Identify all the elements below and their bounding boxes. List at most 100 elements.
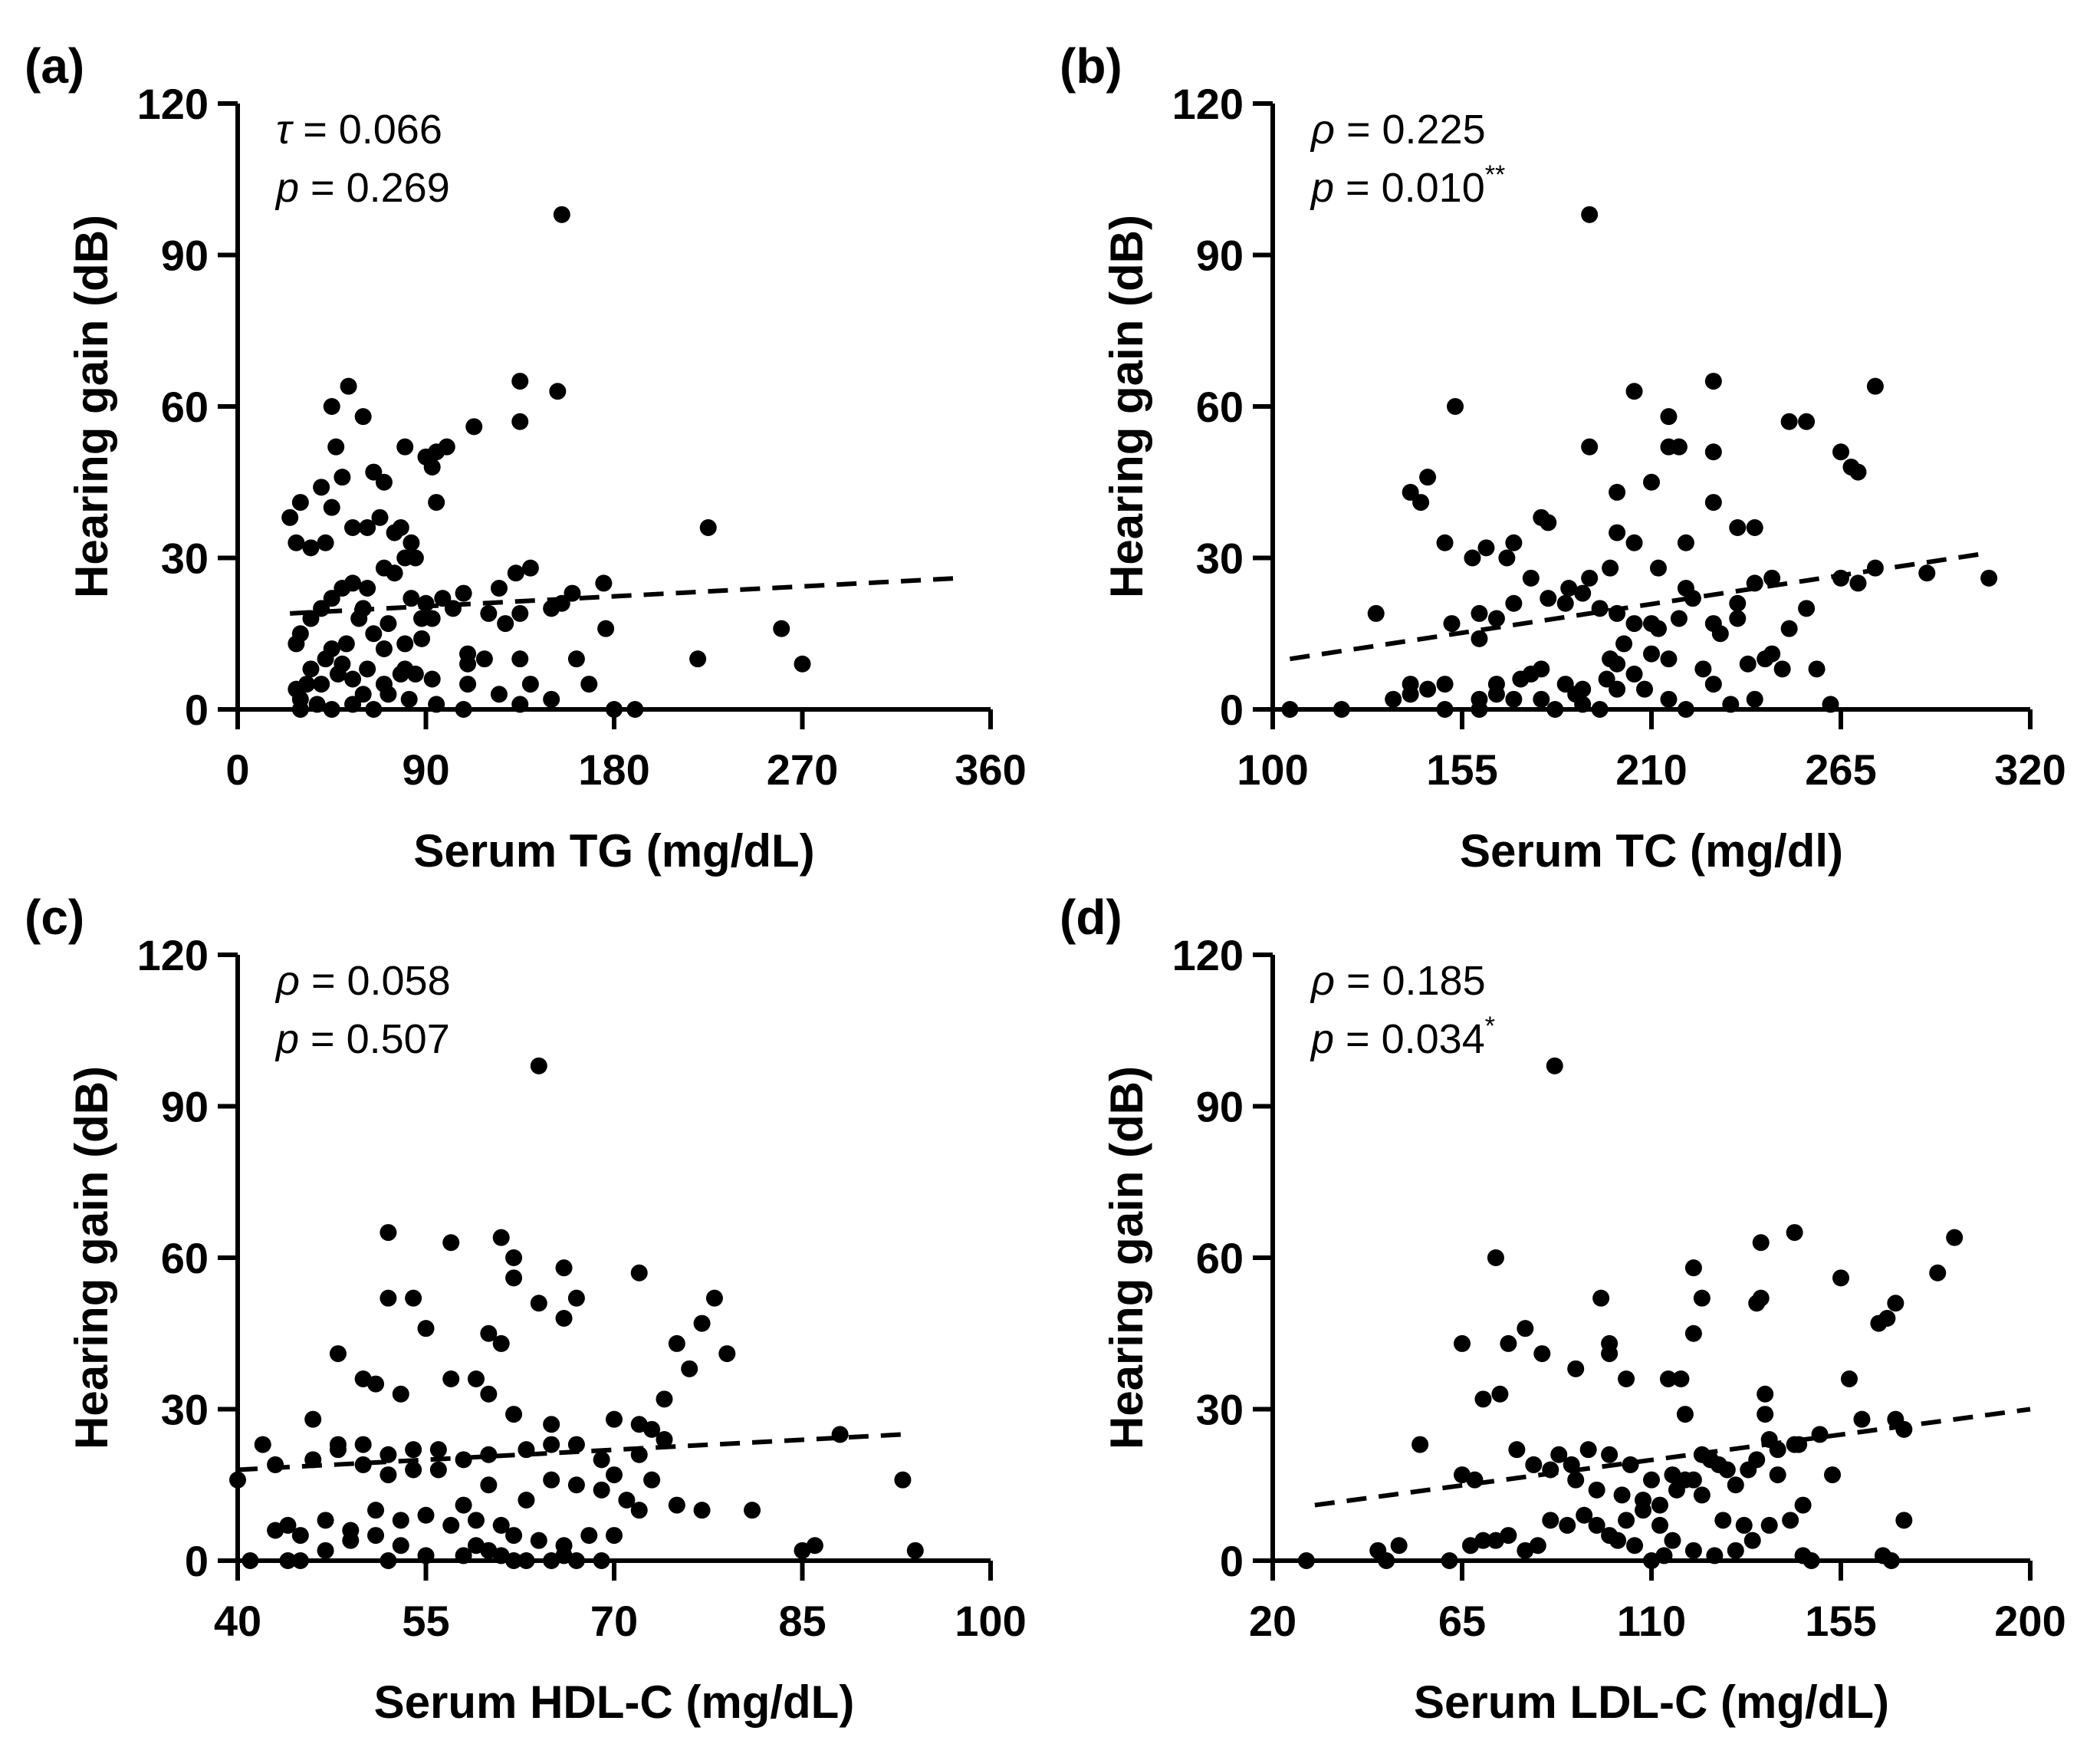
data-point: [288, 534, 305, 551]
data-point: [375, 473, 393, 491]
data-point: [1466, 1471, 1484, 1489]
data-point: [1609, 483, 1626, 501]
data-point: [1436, 676, 1454, 693]
data-point: [580, 676, 598, 693]
data-point: [386, 524, 403, 541]
data-point: [365, 701, 383, 718]
data-point: [773, 620, 790, 637]
panel-letter: (a): [25, 38, 84, 94]
data-point: [1746, 519, 1763, 536]
data-point: [423, 459, 441, 475]
data-point: [555, 1259, 573, 1277]
data-point: [1684, 1471, 1702, 1489]
data-point: [371, 508, 389, 526]
data-point: [1980, 569, 1998, 587]
data-point: [329, 1345, 347, 1363]
data-point: [1832, 1269, 1849, 1287]
correlation-stat: ρ = 0.185: [1310, 958, 1486, 1004]
data-point: [1542, 1512, 1559, 1529]
data-point: [334, 655, 351, 673]
data-point: [1676, 1406, 1694, 1423]
data-point: [618, 1492, 636, 1509]
data-point: [1529, 1537, 1546, 1555]
data-point: [1491, 1385, 1509, 1403]
y-tick-label: 120: [137, 80, 209, 128]
x-tick-label: 90: [402, 745, 449, 794]
data-point: [1672, 1370, 1690, 1387]
data-point: [429, 1461, 447, 1479]
p-value-stat: p = 0.269: [274, 165, 450, 211]
data-point: [367, 1375, 385, 1393]
data-point: [467, 1370, 485, 1387]
data-point: [567, 1436, 585, 1453]
data-point: [1895, 1420, 1913, 1438]
data-point: [267, 1522, 284, 1539]
data-point: [1581, 206, 1599, 223]
data-point: [1471, 604, 1488, 622]
data-point: [1560, 580, 1578, 597]
data-point: [455, 701, 472, 718]
data-point: [580, 1527, 598, 1545]
data-point: [1660, 690, 1678, 708]
x-tick-label: 0: [225, 745, 249, 794]
trend-line: [237, 1432, 903, 1472]
data-point: [689, 650, 707, 668]
data-point: [313, 676, 330, 693]
data-point: [1471, 630, 1488, 647]
data-point: [1722, 696, 1740, 713]
data-point: [518, 1441, 535, 1459]
data-point: [1609, 524, 1626, 541]
data-point: [1601, 1345, 1619, 1363]
data-point: [511, 373, 529, 390]
data-point: [1500, 1527, 1517, 1545]
y-tick-label: 120: [1172, 931, 1244, 979]
data-point: [1735, 1516, 1753, 1534]
data-point: [1533, 1345, 1551, 1363]
data-point: [323, 640, 340, 657]
data-point: [490, 580, 508, 597]
data-point: [1832, 569, 1849, 587]
x-tick-label: 85: [778, 1597, 826, 1645]
data-point: [354, 1456, 372, 1473]
y-tick-label: 30: [161, 535, 209, 583]
y-tick-label: 90: [1196, 1083, 1244, 1131]
data-point: [1447, 398, 1464, 415]
data-point: [354, 686, 372, 703]
data-point: [400, 690, 418, 708]
data-point: [1625, 534, 1643, 551]
data-point: [1625, 615, 1643, 633]
data-point: [350, 610, 368, 627]
data-point: [1487, 1532, 1504, 1549]
data-point: [380, 686, 397, 703]
data-point: [396, 438, 414, 456]
data-point: [1542, 1461, 1559, 1479]
data-point: [1576, 1506, 1593, 1524]
data-point: [267, 1456, 284, 1473]
data-point: [1454, 1466, 1471, 1484]
data-point: [1769, 1441, 1786, 1459]
data-point: [480, 1446, 498, 1463]
data-point: [656, 1431, 673, 1448]
x-tick-label: 20: [1249, 1597, 1296, 1645]
data-point: [344, 519, 362, 536]
x-axis-label: Serum HDL-C (mg/dL): [374, 1676, 855, 1728]
data-point: [1500, 1334, 1517, 1352]
data-point: [1655, 1547, 1673, 1565]
data-point: [606, 1410, 623, 1428]
trend-line: [1314, 1407, 2031, 1508]
data-point: [1714, 1512, 1732, 1529]
data-point: [1649, 620, 1667, 637]
trend-line: [290, 575, 960, 616]
data-point: [1727, 1541, 1744, 1559]
x-tick-label: 55: [402, 1597, 449, 1645]
data-point: [553, 206, 570, 223]
data-point: [413, 630, 431, 647]
data-point: [1602, 559, 1619, 577]
data-point: [1626, 1537, 1644, 1555]
data-point: [1588, 1516, 1605, 1534]
data-point: [1546, 701, 1564, 718]
data-point: [1824, 1466, 1842, 1484]
data-point: [455, 584, 472, 602]
data-point: [507, 564, 524, 582]
data-point: [1369, 1541, 1387, 1559]
